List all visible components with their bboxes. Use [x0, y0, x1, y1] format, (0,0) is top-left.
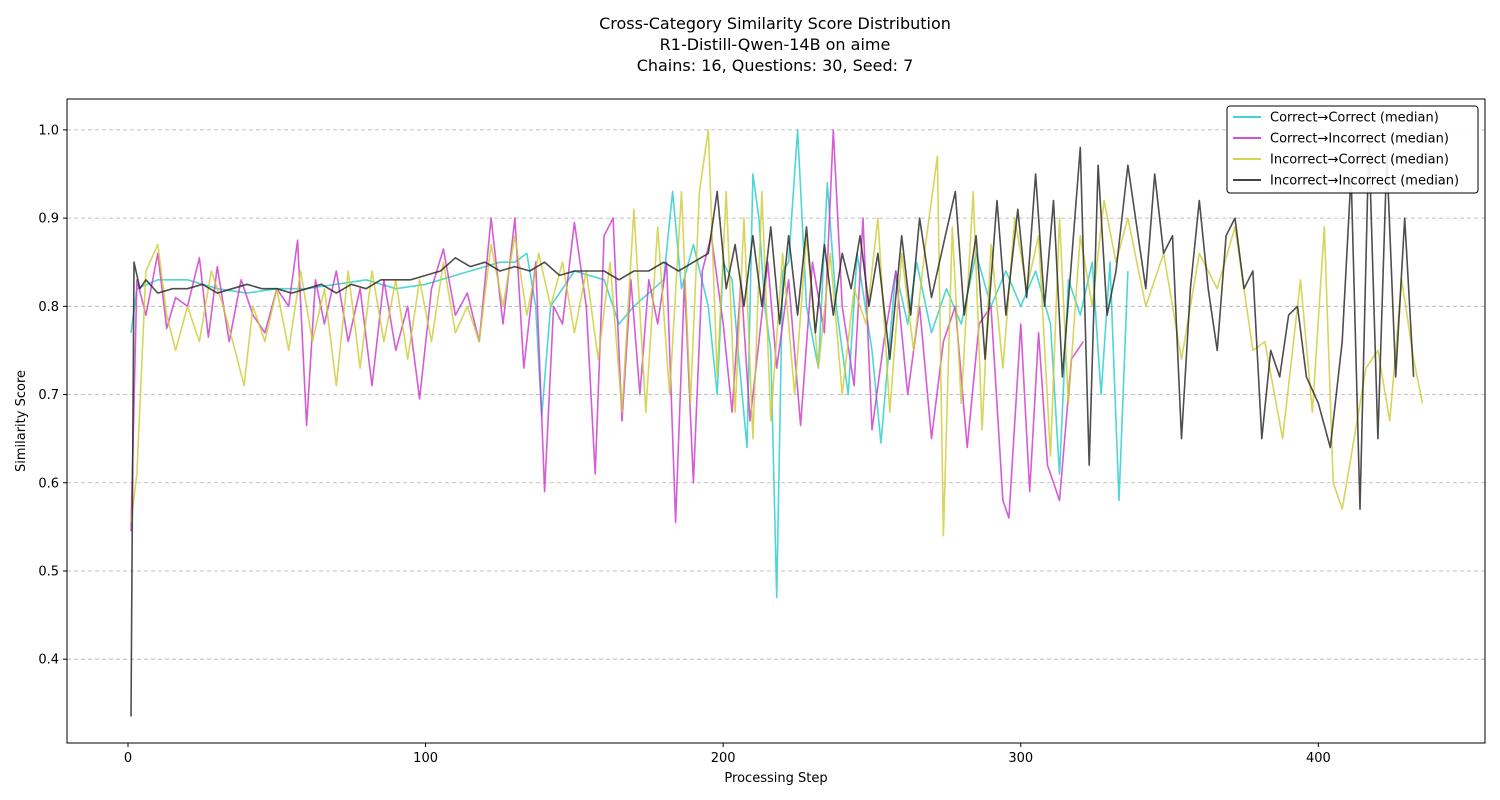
chart-title-line-2: R1-Distill-Qwen-14B on aime: [660, 35, 891, 54]
legend-box: [1226, 105, 1479, 194]
x-axis-label: Processing Step: [724, 771, 827, 786]
y-tick-label: 0.6: [38, 476, 59, 491]
legend-label: Incorrect→Correct (median): [1270, 153, 1449, 168]
legend-label: Correct→Incorrect (median): [1270, 132, 1449, 147]
series-layer: [130, 129, 1424, 717]
legend: Correct→Correct (median) Correct→Incorrec…: [1226, 105, 1479, 194]
y-tick-label: 0.7: [38, 388, 59, 403]
x-tick-label: 100: [413, 751, 438, 766]
x-tick-label: 300: [1008, 751, 1033, 766]
x-tick-label: 0: [124, 751, 132, 766]
y-tick-label: 0.9: [38, 212, 59, 227]
y-tick-label: 0.4: [38, 653, 59, 668]
series-line-0: [130, 129, 1129, 599]
series-line-3: [130, 137, 1415, 717]
legend-label: Correct→Correct (median): [1270, 111, 1439, 126]
y-tick-label: 1.0: [38, 123, 59, 138]
axis-ticks: 0.4 0.5 0.6 0.7 0.8 0.9 1.0 0 100 200 300 400: [38, 123, 1330, 766]
chart-title-line-1: Cross-Category Similarity Score Distribu…: [599, 14, 951, 33]
chart-title-line-3: Chains: 16, Questions: 30, Seed: 7: [637, 56, 914, 75]
plot-frame: [66, 98, 1486, 744]
legend-label: Incorrect→Incorrect (median): [1270, 174, 1459, 189]
x-tick-label: 400: [1306, 751, 1331, 766]
x-tick-label: 200: [711, 751, 736, 766]
y-tick-label: 0.5: [38, 564, 59, 579]
series-line-2: [130, 129, 1424, 537]
y-axis-label: Similarity Score: [14, 370, 29, 472]
y-tick-label: 0.8: [38, 300, 59, 315]
